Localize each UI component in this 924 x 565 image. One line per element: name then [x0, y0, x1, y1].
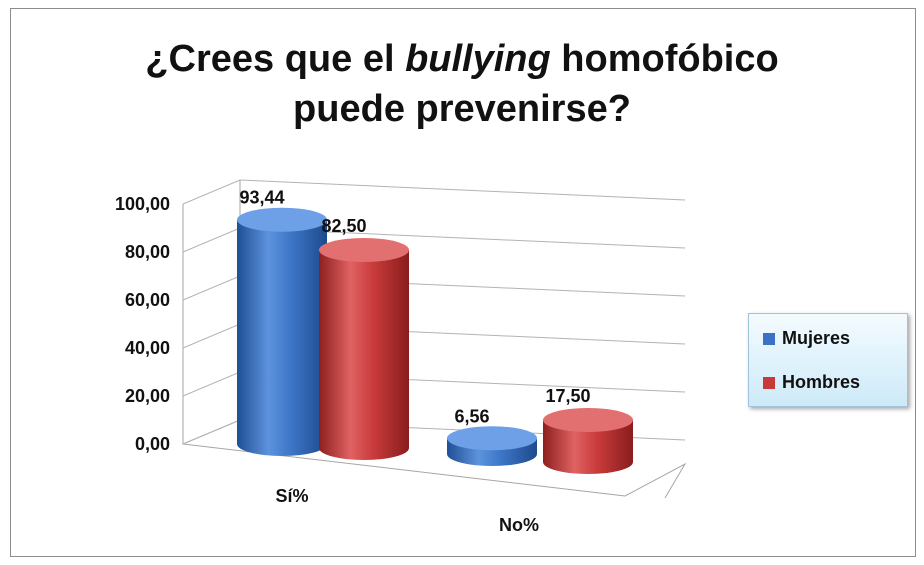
- y-tick-label: 80,00: [125, 242, 170, 262]
- legend-swatch-mujeres: [763, 332, 775, 345]
- y-tick-label: 100,00: [115, 194, 170, 214]
- legend-item-hombres: Hombres: [763, 372, 860, 393]
- bar-mujeres-0: [237, 207, 327, 456]
- chart-title: ¿Crees que el bullying homofóbico puede …: [0, 34, 924, 134]
- title-part-1: ¿Crees que el: [145, 38, 406, 80]
- data-label: 82,50: [321, 216, 366, 236]
- gridline: [182, 179, 686, 205]
- bar-mujeres-1: [447, 426, 537, 466]
- data-label: 6,56: [454, 406, 489, 426]
- bar-top: [319, 238, 409, 262]
- chart-title-line1: ¿Crees que el bullying homofóbico: [0, 34, 924, 84]
- title-part-2: bullying: [405, 38, 551, 80]
- legend: Mujeres Hombres: [748, 313, 908, 407]
- y-tick-label: 40,00: [125, 338, 170, 358]
- y-tick-label: 20,00: [125, 386, 170, 406]
- chart-frame: [10, 8, 916, 557]
- title-part-3: homofóbico: [550, 38, 779, 80]
- floor-edge: [182, 443, 687, 499]
- x-tick-label: No%: [499, 515, 539, 535]
- bar-body: [319, 250, 409, 460]
- bar-body: [237, 219, 327, 456]
- bar-hombres-0: [319, 238, 409, 460]
- y-tick-label: 60,00: [125, 290, 170, 310]
- y-tick-label: 0,00: [135, 434, 170, 454]
- x-tick-label: Sí%: [275, 486, 308, 506]
- chart-title-line2: puede prevenirse?: [293, 88, 631, 130]
- data-label: 17,50: [545, 386, 590, 406]
- bar-hombres-1: [543, 408, 633, 474]
- bar-body: [543, 420, 633, 474]
- data-label: 93,44: [239, 188, 284, 208]
- bar-top: [237, 207, 327, 232]
- legend-label-hombres: Hombres: [782, 372, 861, 392]
- bar-top: [447, 426, 537, 451]
- legend-label-mujeres: Mujeres: [782, 328, 851, 348]
- bar-top: [543, 408, 633, 432]
- legend-swatch-hombres: [763, 376, 775, 389]
- legend-item-mujeres: Mujeres: [763, 328, 850, 349]
